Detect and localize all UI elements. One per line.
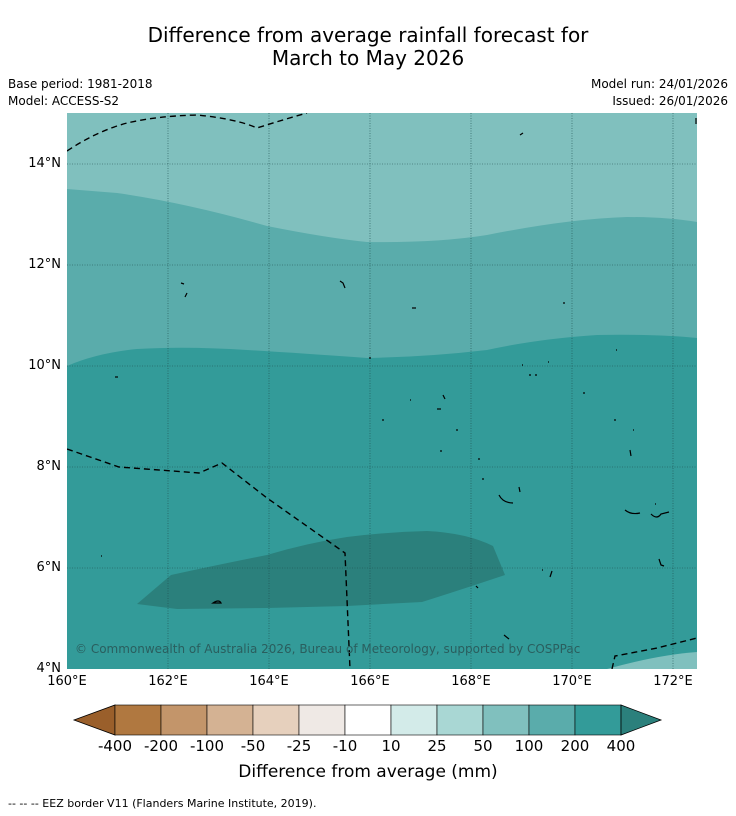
colorbar-label-neg50: -50 bbox=[240, 737, 266, 755]
colorbar-swatch bbox=[252, 704, 300, 736]
colorbar-swatch bbox=[528, 704, 576, 736]
x-tick-166e: 166°E bbox=[350, 674, 390, 689]
colorbar-extend-low bbox=[72, 704, 116, 736]
colorbar-label-50: 50 bbox=[473, 737, 493, 755]
colorbar-swatch bbox=[206, 704, 254, 736]
colorbar-label-25: 25 bbox=[427, 737, 447, 755]
zone-200-400 bbox=[67, 334, 697, 669]
y-tick-14n: 14°N bbox=[28, 156, 61, 171]
title-line-2: March to May 2026 bbox=[271, 46, 465, 70]
colorbar-label-200: 200 bbox=[560, 737, 590, 755]
y-tick-8n: 8°N bbox=[36, 459, 62, 474]
zone-over-400 bbox=[137, 531, 505, 609]
x-tick-168e: 168°E bbox=[451, 674, 491, 689]
eez-border bbox=[67, 113, 697, 669]
x-tick-164e: 164°E bbox=[249, 674, 289, 689]
colorbar-label-100: 100 bbox=[514, 737, 544, 755]
colorbar-swatch bbox=[482, 704, 530, 736]
colorbar-title: Difference from average (mm) bbox=[238, 762, 498, 782]
islands bbox=[101, 118, 697, 640]
base-period: Base period: 1981-2018 bbox=[8, 77, 153, 91]
colorbar-swatch bbox=[574, 704, 622, 736]
colorbar-label-neg100: -100 bbox=[189, 737, 225, 755]
colorbar-label-10: 10 bbox=[381, 737, 401, 755]
zone-50-100-south bbox=[607, 652, 697, 669]
eez-legend-note: -- -- -- EEZ border V11 (Flanders Marine… bbox=[8, 797, 317, 810]
colorbar-swatches bbox=[72, 704, 663, 736]
colorbar-swatch bbox=[390, 704, 438, 736]
y-tick-12n: 12°N bbox=[28, 257, 61, 272]
model-run: Model run: 24/01/2026 bbox=[590, 77, 728, 91]
colorbar-label-400: 400 bbox=[606, 737, 636, 755]
y-tick-10n: 10°N bbox=[28, 358, 61, 373]
y-tick-6n: 6°N bbox=[36, 560, 62, 575]
colorbar-swatch bbox=[298, 704, 346, 736]
colorbar-label-neg400: -400 bbox=[97, 737, 133, 755]
issued-date: Issued: 26/01/2026 bbox=[612, 94, 728, 108]
x-tick-160e: 160°E bbox=[47, 674, 87, 689]
colorbar-swatch bbox=[344, 704, 392, 736]
title-line-1: Difference from average rainfall forecas… bbox=[147, 23, 589, 47]
y-tick-4n: 4°N bbox=[36, 661, 62, 676]
rainfall-map bbox=[67, 113, 697, 669]
colorbar-label-neg10: -10 bbox=[332, 737, 358, 755]
colorbar-label-neg25: -25 bbox=[286, 737, 312, 755]
colorbar bbox=[72, 704, 663, 736]
x-tick-162e: 162°E bbox=[148, 674, 188, 689]
colorbar-swatch bbox=[114, 704, 162, 736]
colorbar-extend-high bbox=[620, 704, 663, 736]
grid-lines bbox=[67, 113, 697, 669]
colorbar-label-neg200: -200 bbox=[143, 737, 179, 755]
colorbar-swatch bbox=[160, 704, 208, 736]
x-tick-172e: 172°E bbox=[653, 674, 693, 689]
x-tick-170e: 170°E bbox=[552, 674, 592, 689]
model-name: Model: ACCESS-S2 bbox=[8, 94, 120, 108]
colorbar-swatch bbox=[436, 704, 484, 736]
copyright-notice: © Commonwealth of Australia 2026, Bureau… bbox=[75, 642, 581, 656]
